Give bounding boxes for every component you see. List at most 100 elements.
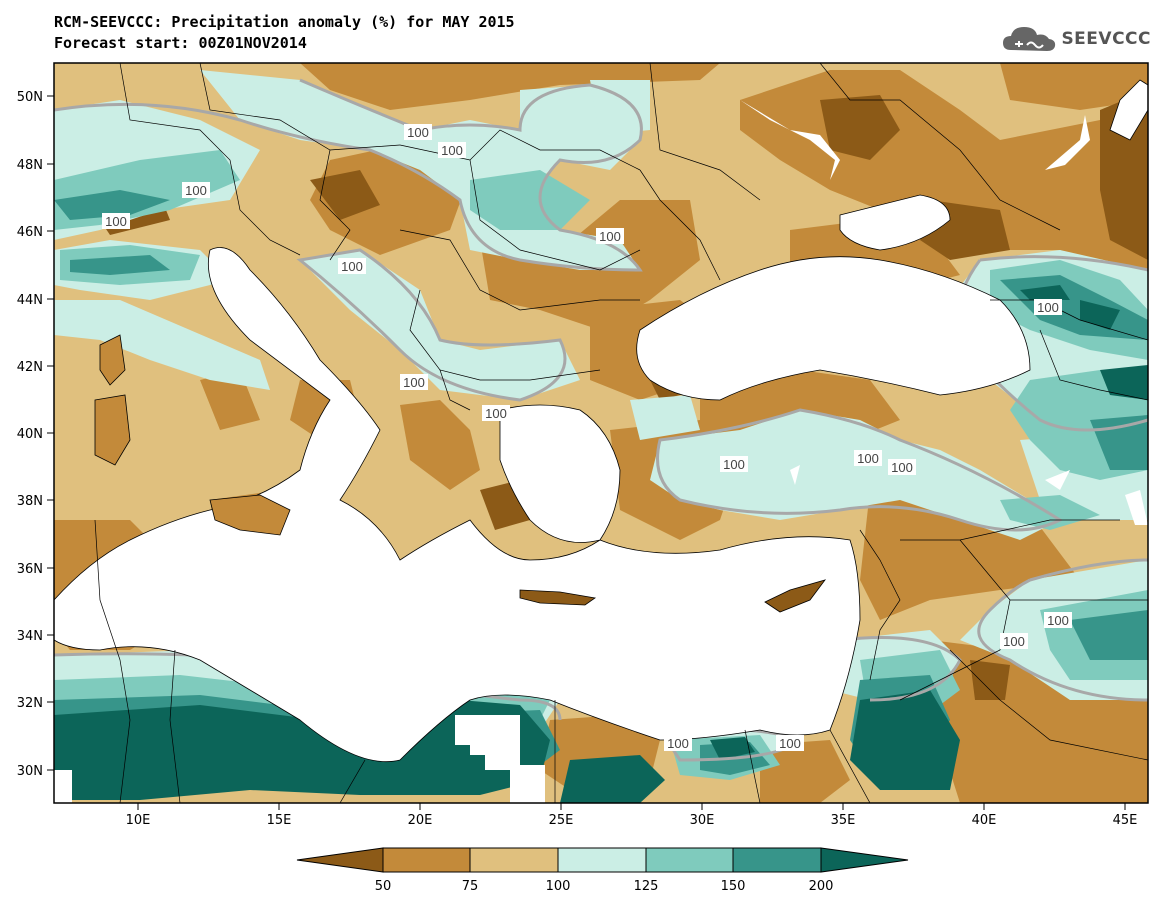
lon-tick: 25E xyxy=(549,803,574,828)
lat-tick: 32N xyxy=(17,696,54,711)
svg-text:40E: 40E xyxy=(972,813,997,828)
lat-tick: 40N xyxy=(17,427,54,442)
legend-swatch-above-200 xyxy=(820,847,909,873)
legend-swatch-50-75 xyxy=(382,847,471,873)
svg-text:42N: 42N xyxy=(17,360,43,375)
svg-text:100: 100 xyxy=(667,736,689,751)
svg-text:20E: 20E xyxy=(408,813,433,828)
svg-text:100: 100 xyxy=(1003,634,1025,649)
contour-label: 100 xyxy=(338,258,366,274)
svg-text:40N: 40N xyxy=(17,427,43,442)
map-body: 100 100 100 100 100 100 100 100 100 100 … xyxy=(54,63,1148,803)
cyprus xyxy=(764,579,827,613)
legend-swatch-125-150 xyxy=(645,847,734,873)
title-line-1: RCM-SEEVCCC: Precipitation anomaly (%) f… xyxy=(54,13,515,31)
svg-text:25E: 25E xyxy=(549,813,574,828)
svg-text:100: 100 xyxy=(407,125,429,140)
legend-ticks: 50 75 100 125 150 200 xyxy=(375,879,834,894)
lat-tick: 42N xyxy=(17,360,54,375)
lat-tick: 50N xyxy=(17,90,54,105)
svg-text:100: 100 xyxy=(723,457,745,472)
title-line-2: Forecast start: 00Z01NOV2014 xyxy=(54,34,307,52)
svg-text:36N: 36N xyxy=(17,562,43,577)
contour-label: 100 xyxy=(400,374,428,390)
contour-label: 100 xyxy=(888,459,916,475)
latitude-axis: 50N 48N 46N 44N 42N 40N 38N 36N 34N 32N … xyxy=(17,90,54,779)
contour-label: 100 xyxy=(102,213,130,229)
svg-text:100: 100 xyxy=(185,183,207,198)
colorbar-legend xyxy=(296,847,909,873)
lon-tick: 10E xyxy=(126,803,151,828)
legend-tick: 150 xyxy=(721,879,746,894)
svg-text:45E: 45E xyxy=(1113,813,1138,828)
svg-text:30N: 30N xyxy=(17,764,43,779)
contour-label: 100 xyxy=(1034,299,1062,315)
contour-label: 100 xyxy=(404,124,432,140)
svg-text:100: 100 xyxy=(441,143,463,158)
lat-tick: 34N xyxy=(17,629,54,644)
svg-text:10E: 10E xyxy=(126,813,151,828)
lat-tick: 38N xyxy=(17,494,54,509)
svg-text:35E: 35E xyxy=(831,813,856,828)
contour-label: 100 xyxy=(1000,633,1028,649)
lon-tick: 35E xyxy=(831,803,856,828)
legend-tick: 200 xyxy=(809,879,834,894)
legend-swatch-150-200 xyxy=(732,847,822,873)
contour-labels: 100 100 100 100 100 100 100 100 100 100 … xyxy=(102,124,1072,751)
contour-label: 100 xyxy=(720,456,748,472)
legend-tick: 75 xyxy=(462,879,479,894)
svg-text:100: 100 xyxy=(857,451,879,466)
lon-tick: 40E xyxy=(972,803,997,828)
islands xyxy=(94,334,827,613)
svg-text:34N: 34N xyxy=(17,629,43,644)
lon-tick: 20E xyxy=(408,803,433,828)
data-gaps xyxy=(54,100,1148,803)
country-borders xyxy=(94,63,1148,803)
lat-tick: 44N xyxy=(17,293,54,308)
svg-text:50N: 50N xyxy=(17,90,43,105)
logo-text: SEEVCCC xyxy=(1061,29,1151,49)
sea-areas xyxy=(54,79,1148,763)
lon-tick: 30E xyxy=(690,803,715,828)
longitude-axis: 10E 15E 20E 25E 30E 35E 40E 45E xyxy=(126,803,1138,828)
legend-swatch-75-100 xyxy=(469,847,559,873)
legend-swatch-below-50 xyxy=(296,847,384,873)
contour-label: 100 xyxy=(1044,612,1072,628)
sardinia xyxy=(94,394,131,466)
svg-text:100: 100 xyxy=(1047,613,1069,628)
seevccc-logo: SEEVCCC xyxy=(1001,24,1151,54)
legend-tick: 125 xyxy=(634,879,659,894)
svg-text:44N: 44N xyxy=(17,293,43,308)
crete xyxy=(519,589,597,606)
svg-text:100: 100 xyxy=(341,259,363,274)
lon-tick: 45E xyxy=(1113,803,1138,828)
svg-text:32N: 32N xyxy=(17,696,43,711)
svg-text:100: 100 xyxy=(485,406,507,421)
svg-text:100: 100 xyxy=(779,736,801,751)
svg-text:48N: 48N xyxy=(17,158,43,173)
contour-label: 100 xyxy=(664,735,692,751)
contour-label: 100 xyxy=(776,735,804,751)
svg-text:46N: 46N xyxy=(17,225,43,240)
lat-tick: 46N xyxy=(17,225,54,240)
contour-label: 100 xyxy=(438,142,466,158)
contour-label: 100 xyxy=(482,405,510,421)
lat-tick: 48N xyxy=(17,158,54,173)
svg-text:100: 100 xyxy=(105,214,127,229)
svg-text:100: 100 xyxy=(1037,300,1059,315)
lat-tick: 36N xyxy=(17,562,54,577)
legend-swatch-100-125 xyxy=(557,847,647,873)
svg-text:100: 100 xyxy=(599,229,621,244)
map-title: RCM-SEEVCCC: Precipitation anomaly (%) f… xyxy=(54,12,515,54)
legend-tick: 100 xyxy=(546,879,571,894)
corsica xyxy=(99,334,126,386)
contour-label: 100 xyxy=(854,450,882,466)
cloud-icon xyxy=(1003,27,1056,51)
svg-text:100: 100 xyxy=(891,460,913,475)
lat-tick: 30N xyxy=(17,764,54,779)
lon-tick: 15E xyxy=(267,803,291,828)
svg-text:38N: 38N xyxy=(17,494,43,509)
svg-text:30E: 30E xyxy=(690,813,715,828)
sicily xyxy=(209,494,291,536)
